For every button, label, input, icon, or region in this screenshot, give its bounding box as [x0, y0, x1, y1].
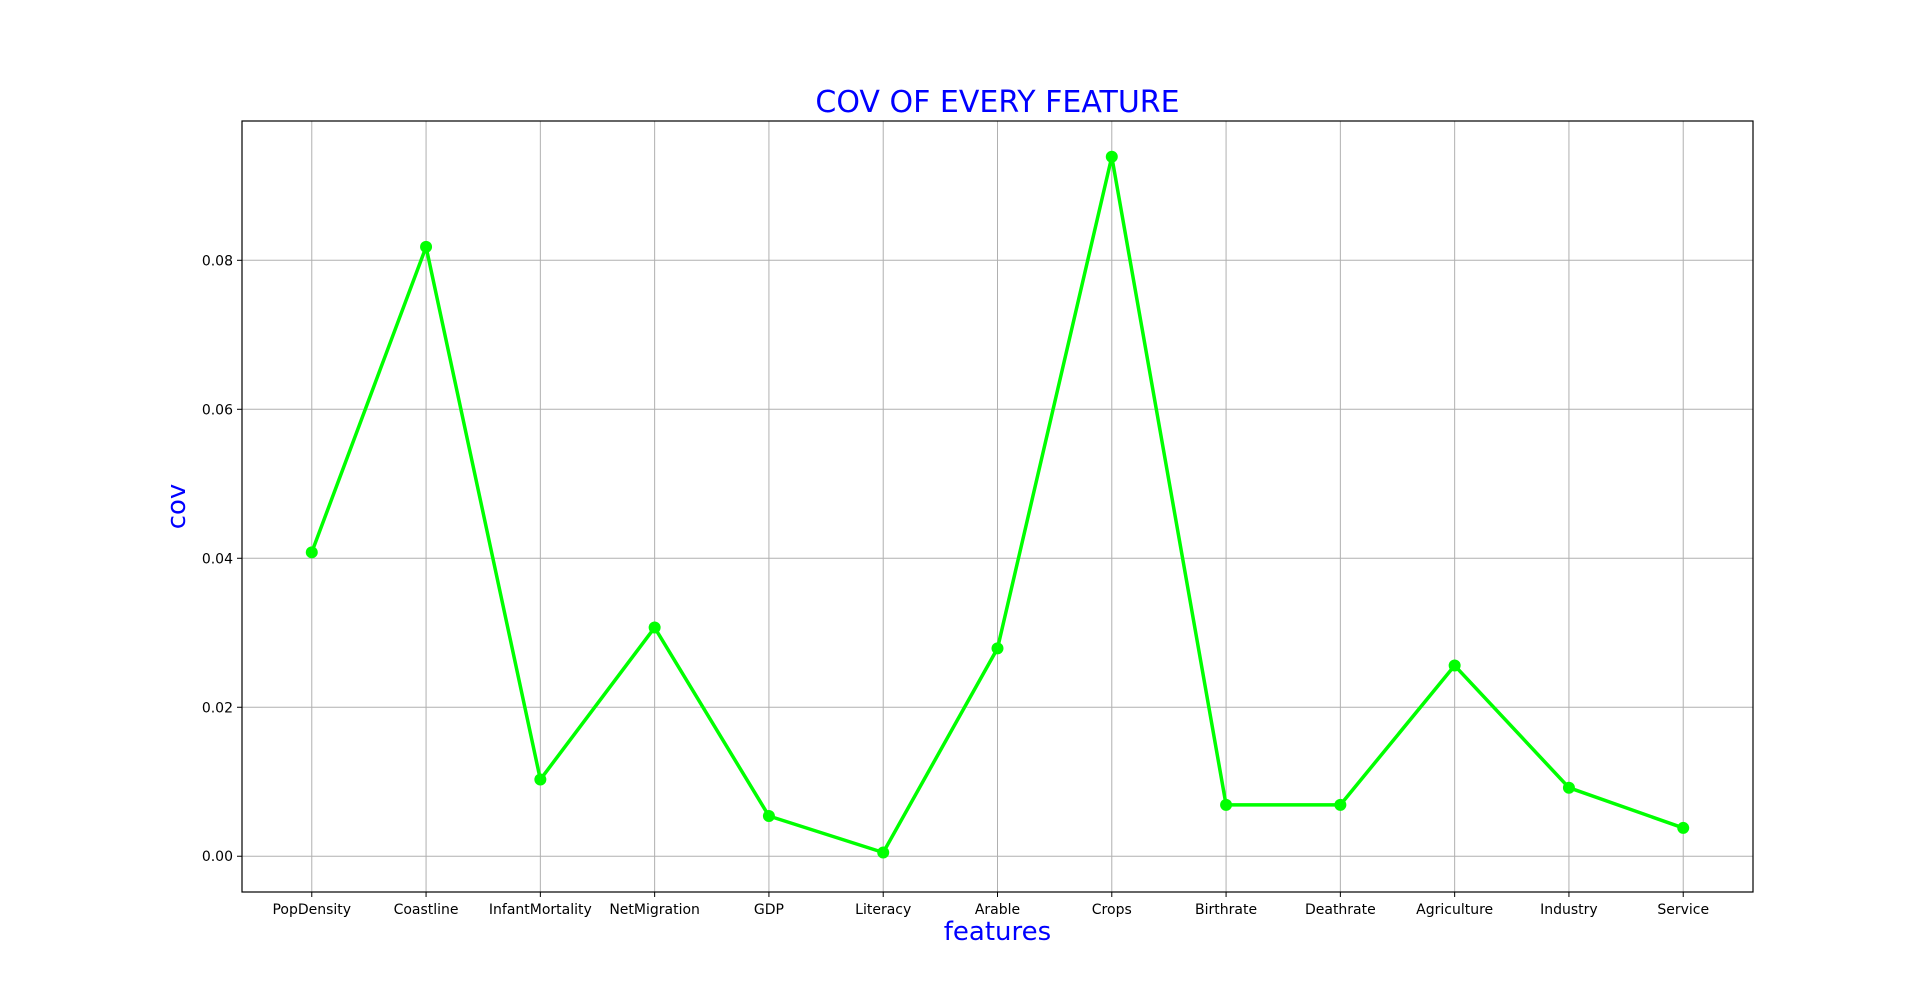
data-point	[648, 621, 661, 634]
y-tick-label: 0.00	[202, 849, 233, 865]
x-tick-label: Birthrate	[1195, 902, 1257, 918]
data-point	[1677, 821, 1690, 834]
data-point	[1105, 150, 1118, 163]
x-tick-label: InfantMortality	[489, 902, 592, 918]
x-tick-label: Industry	[1540, 902, 1598, 918]
x-axis-title: features	[944, 917, 1051, 947]
x-tick-label: PopDensity	[272, 902, 351, 918]
plot-frame	[241, 120, 1754, 893]
y-tick-label: 0.04	[202, 551, 233, 567]
data-point	[305, 546, 318, 559]
data-point	[1334, 798, 1347, 811]
x-tick-label: NetMigration	[609, 902, 700, 918]
x-tick-label: Arable	[975, 902, 1020, 918]
x-tick-label: Agriculture	[1416, 902, 1493, 918]
data-point	[1448, 659, 1461, 672]
x-tick-label: Literacy	[855, 902, 911, 918]
ticks: PopDensity Coastline InfantMortality NetMig…	[202, 253, 1709, 918]
y-tick-label: 0.06	[202, 402, 233, 418]
data-point	[991, 642, 1004, 655]
data-point	[420, 240, 433, 253]
data-point	[1220, 798, 1233, 811]
x-tick-label: Deathrate	[1305, 902, 1376, 918]
x-tick-label: GDP	[754, 902, 784, 918]
series	[305, 150, 1690, 859]
y-tick-label: 0.08	[202, 253, 233, 269]
data-point	[762, 810, 775, 823]
data-point	[1562, 781, 1575, 794]
chart-title: COV OF EVERY FEATURE	[815, 85, 1179, 120]
x-tick-label: Coastline	[394, 902, 459, 918]
grid	[242, 121, 1753, 892]
x-tick-label: Service	[1657, 902, 1709, 918]
x-tick-label: Crops	[1092, 902, 1132, 918]
y-axis-title: cov	[162, 484, 192, 530]
y-tick-label: 0.02	[202, 700, 233, 716]
data-point	[534, 773, 547, 786]
data-point	[877, 846, 890, 859]
